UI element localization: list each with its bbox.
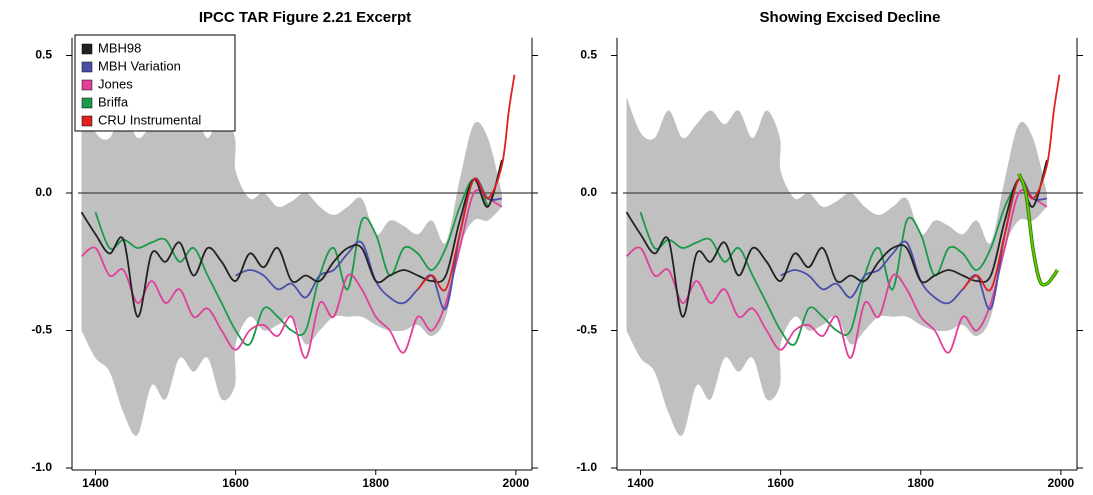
x-tick-label: 1800 (362, 476, 389, 490)
legend-swatch (81, 97, 93, 109)
legend-swatch (81, 115, 93, 127)
line (625, 159, 1048, 318)
y-tick-label: -0.5 (31, 323, 52, 337)
x-tick-label: 2000 (503, 476, 530, 490)
x-tick-label: 1600 (222, 476, 249, 490)
x-tick-label: 2000 (1048, 476, 1075, 490)
legend-box (74, 34, 236, 132)
panel: Showing Excised Decline -1.0 -0.5 0.0 0.5 140… (576, 9, 1083, 490)
uncertainty-band (81, 96, 502, 436)
legend-swatch (81, 43, 93, 55)
legend-label: Jones (98, 76, 133, 91)
y-tick-label: -1.0 (31, 460, 52, 474)
panel: IPCC TAR Figure 2.21 Excerpt -1.0 -0.5 0.0 0… (31, 9, 538, 490)
legend-label: Briffa (98, 94, 129, 109)
line (94, 178, 489, 346)
x-tick-label: 1400 (627, 476, 654, 490)
line (80, 159, 503, 318)
chart-title: Showing Excised Decline (760, 9, 941, 26)
legend-swatch (81, 61, 93, 73)
legend-label: MBH98 (98, 40, 141, 55)
x-tick-label: 1800 (907, 476, 934, 490)
line (962, 74, 1061, 292)
legend-swatch (81, 79, 93, 91)
line (639, 178, 1020, 346)
y-tick-label: 0.5 (35, 48, 52, 62)
chart-title: IPCC TAR Figure 2.21 Excerpt (199, 9, 411, 26)
legend: MBH98 MBH Variation Jones Briffa CRU Instrum… (74, 34, 236, 132)
line (625, 189, 1048, 359)
y-tick-label: -0.5 (576, 323, 597, 337)
line (80, 189, 503, 359)
y-tick-label: 0.0 (35, 185, 52, 199)
line (417, 74, 516, 292)
x-tick-label: 1600 (767, 476, 794, 490)
y-tick-label: 0.0 (580, 185, 597, 199)
line (1018, 173, 1059, 286)
y-tick-label: 0.5 (580, 48, 597, 62)
x-tick-label: 1400 (82, 476, 109, 490)
legend-label: MBH Variation (98, 58, 181, 73)
y-tick-label: -1.0 (576, 460, 597, 474)
uncertainty-band (626, 96, 1047, 436)
legend-label: CRU Instrumental (98, 112, 201, 127)
